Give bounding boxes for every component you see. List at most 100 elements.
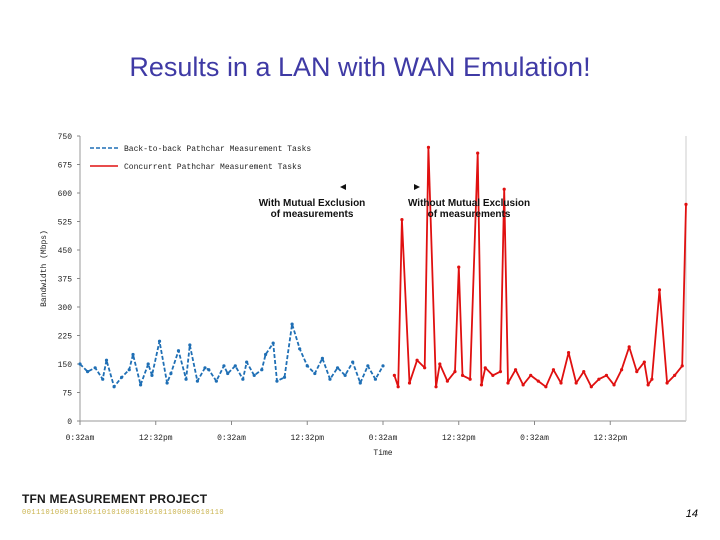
data-point bbox=[260, 368, 264, 372]
data-point bbox=[298, 347, 302, 351]
data-point bbox=[146, 362, 150, 366]
arrow-left-icon bbox=[340, 184, 346, 190]
data-point bbox=[139, 383, 143, 387]
data-point bbox=[665, 381, 669, 385]
x-axis-label: Time bbox=[373, 449, 392, 458]
x-tick-label: 0:32am bbox=[66, 434, 95, 443]
x-tick-label: 0:32am bbox=[217, 434, 246, 443]
data-point bbox=[245, 360, 249, 364]
data-point bbox=[650, 377, 654, 381]
logo-binary-strip: 0011101000101001101010001010101100000010… bbox=[22, 509, 225, 517]
y-tick-label: 0 bbox=[67, 418, 72, 427]
data-point bbox=[241, 377, 245, 381]
data-point bbox=[222, 364, 226, 368]
data-point bbox=[529, 373, 533, 377]
data-point bbox=[506, 381, 510, 385]
data-point bbox=[680, 364, 684, 368]
logo-title: TFN MEASUREMENT PROJECT bbox=[22, 492, 208, 506]
data-point bbox=[104, 358, 109, 362]
series-line bbox=[79, 323, 384, 388]
data-point bbox=[423, 366, 427, 370]
data-point bbox=[483, 366, 487, 370]
data-point bbox=[620, 368, 624, 372]
data-point bbox=[476, 151, 480, 155]
annotation-with-exclusion: With Mutual Exclusion bbox=[259, 198, 366, 209]
y-tick-label: 675 bbox=[58, 162, 73, 171]
y-tick-label: 375 bbox=[58, 276, 73, 285]
data-point bbox=[131, 352, 135, 357]
data-point bbox=[335, 366, 340, 370]
data-point bbox=[165, 381, 169, 385]
data-point bbox=[582, 370, 586, 374]
data-point bbox=[169, 371, 173, 376]
data-point bbox=[457, 265, 461, 269]
data-point bbox=[566, 351, 571, 355]
data-point bbox=[498, 370, 503, 374]
data-point bbox=[559, 381, 563, 385]
data-point bbox=[195, 379, 200, 383]
x-tick-label: 0:32am bbox=[369, 434, 398, 443]
data-point bbox=[646, 383, 650, 387]
data-point bbox=[434, 385, 438, 389]
data-point bbox=[551, 368, 556, 372]
x-tick-label: 12:32pm bbox=[593, 434, 627, 443]
y-axis-label: Bandwidth (Mbps) bbox=[40, 230, 49, 307]
data-point bbox=[263, 352, 268, 357]
data-point bbox=[320, 356, 324, 360]
y-tick-label: 75 bbox=[62, 390, 72, 399]
data-point bbox=[407, 381, 412, 385]
series-line bbox=[393, 146, 687, 388]
data-point bbox=[479, 383, 484, 387]
series-concurrent bbox=[392, 145, 688, 389]
data-point bbox=[112, 385, 116, 389]
data-point bbox=[78, 362, 82, 366]
data-point bbox=[684, 202, 688, 206]
data-point bbox=[521, 383, 525, 387]
data-point bbox=[544, 385, 548, 389]
data-point bbox=[305, 364, 309, 368]
data-point bbox=[226, 371, 230, 376]
data-point bbox=[93, 366, 97, 370]
data-point bbox=[673, 373, 677, 377]
data-point bbox=[214, 379, 218, 383]
data-point bbox=[381, 364, 385, 368]
data-point bbox=[184, 377, 188, 381]
data-point bbox=[157, 339, 162, 343]
data-point bbox=[101, 377, 105, 381]
data-point bbox=[502, 187, 506, 191]
y-tick-label: 750 bbox=[58, 133, 73, 142]
page-number: 14 bbox=[685, 508, 698, 520]
arrow-right-icon bbox=[414, 184, 420, 190]
legend-label: Concurrent Pathchar Measurement Tasks bbox=[124, 163, 302, 172]
data-point bbox=[453, 370, 457, 374]
x-tick-label: 12:32pm bbox=[290, 434, 324, 443]
data-point bbox=[343, 373, 347, 377]
data-point bbox=[468, 377, 472, 381]
data-point bbox=[207, 368, 211, 372]
annotation-without-exclusion: Without Mutual Exclusion bbox=[408, 198, 530, 209]
y-tick-label: 600 bbox=[58, 190, 73, 199]
x-tick-label: 12:32pm bbox=[139, 434, 173, 443]
data-point bbox=[252, 373, 256, 377]
tfn-logo: TFN MEASUREMENT PROJECT 0011101000101001… bbox=[22, 492, 225, 532]
data-point bbox=[290, 322, 294, 326]
x-tick-label: 12:32pm bbox=[442, 434, 476, 443]
data-point bbox=[188, 343, 192, 347]
x-tick-label: 0:32am bbox=[520, 434, 549, 443]
annotation-with-exclusion: of measurements bbox=[271, 209, 354, 220]
data-point bbox=[271, 341, 275, 345]
data-point bbox=[400, 218, 404, 222]
y-tick-label: 225 bbox=[58, 333, 73, 342]
y-tick-label: 300 bbox=[58, 304, 73, 313]
data-point bbox=[438, 362, 442, 366]
y-tick-label: 150 bbox=[58, 361, 73, 370]
annotation-without-exclusion: of measurements bbox=[428, 209, 511, 220]
data-point bbox=[426, 145, 431, 149]
data-point bbox=[328, 377, 332, 381]
data-point bbox=[176, 349, 181, 353]
data-point bbox=[604, 373, 609, 377]
series-back-to-back bbox=[78, 322, 385, 389]
data-point bbox=[657, 288, 662, 292]
data-point bbox=[460, 373, 465, 377]
